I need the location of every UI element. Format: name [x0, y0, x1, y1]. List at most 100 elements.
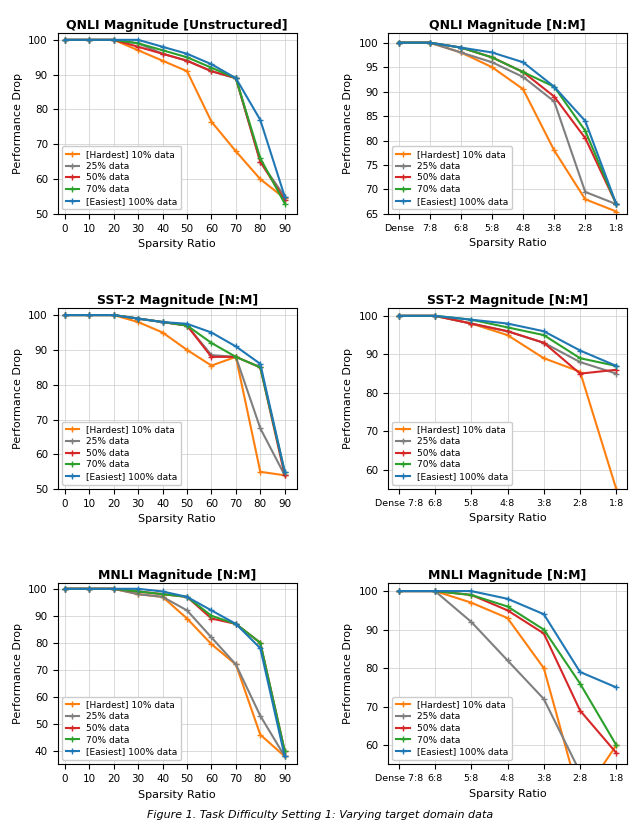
25% data [61, 35, 68, 44]
50% data [540, 629, 548, 639]
Line: 50% data: 50% data [61, 312, 288, 478]
[Easiest] 100% data [488, 48, 496, 58]
[Easiest] 100% data [281, 192, 289, 201]
70% data [159, 45, 166, 55]
70% data [612, 199, 620, 209]
[Hardest] 10% data [134, 317, 142, 327]
25% data [395, 311, 403, 321]
70% data [257, 638, 264, 648]
[Easiest] 100% data [110, 584, 118, 593]
70% data [61, 310, 68, 320]
25% data [612, 199, 620, 209]
50% data [207, 67, 215, 76]
70% data [504, 602, 511, 612]
50% data [540, 338, 548, 348]
Line: [Easiest] 100% data: [Easiest] 100% data [396, 588, 620, 690]
Line: 25% data: 25% data [396, 39, 620, 208]
Line: 25% data: 25% data [61, 585, 288, 760]
50% data [232, 352, 240, 362]
[Hardest] 10% data [134, 45, 142, 55]
Line: [Easiest] 100% data: [Easiest] 100% data [61, 585, 288, 760]
[Easiest] 100% data [207, 59, 215, 69]
50% data [183, 56, 191, 66]
25% data [488, 58, 496, 67]
25% data [395, 586, 403, 596]
Legend: [Hardest] 10% data, 25% data, 50% data, 70% data, [Easiest] 100% data: [Hardest] 10% data, 25% data, 50% data, … [62, 146, 181, 210]
50% data [612, 199, 620, 209]
25% data [257, 157, 264, 167]
50% data [207, 352, 215, 362]
[Easiest] 100% data [207, 328, 215, 338]
70% data [207, 62, 215, 72]
25% data [540, 694, 548, 704]
Line: 25% data: 25% data [61, 312, 288, 478]
[Hardest] 10% data [540, 663, 548, 673]
[Hardest] 10% data [281, 193, 289, 203]
Line: 70% data: 70% data [396, 588, 620, 749]
[Easiest] 100% data [110, 35, 118, 44]
Y-axis label: Performance Drop: Performance Drop [343, 623, 353, 724]
50% data [581, 133, 589, 143]
70% data [395, 311, 403, 321]
50% data [110, 35, 118, 44]
50% data [134, 314, 142, 324]
50% data [431, 311, 439, 321]
Title: QNLI Magnitude [Unstructured]: QNLI Magnitude [Unstructured] [67, 19, 288, 32]
[Hardest] 10% data [395, 586, 403, 596]
25% data [281, 470, 289, 480]
50% data [504, 326, 511, 336]
[Hardest] 10% data [86, 310, 93, 320]
70% data [457, 43, 465, 53]
Line: 25% data: 25% data [396, 312, 620, 377]
Line: 25% data: 25% data [61, 36, 288, 200]
50% data [134, 587, 142, 597]
50% data [86, 584, 93, 593]
[Hardest] 10% data [183, 67, 191, 76]
[Hardest] 10% data [426, 38, 434, 48]
25% data [232, 73, 240, 83]
50% data [612, 748, 620, 758]
70% data [207, 338, 215, 348]
[Easiest] 100% data [504, 593, 511, 603]
25% data [86, 310, 93, 320]
[Hardest] 10% data [183, 613, 191, 623]
25% data [61, 310, 68, 320]
Legend: [Hardest] 10% data, 25% data, 50% data, 70% data, [Easiest] 100% data: [Hardest] 10% data, 25% data, 50% data, … [62, 697, 181, 760]
50% data [232, 73, 240, 83]
50% data [86, 35, 93, 44]
25% data [110, 35, 118, 44]
[Hardest] 10% data [159, 592, 166, 602]
[Easiest] 100% data [61, 35, 68, 44]
[Hardest] 10% data [550, 145, 558, 155]
[Easiest] 100% data [457, 43, 465, 53]
Title: SST-2 Magnitude [N:M]: SST-2 Magnitude [N:M] [97, 294, 258, 307]
70% data [519, 67, 527, 77]
70% data [431, 586, 439, 596]
Line: 70% data: 70% data [61, 36, 288, 207]
25% data [134, 39, 142, 48]
[Hardest] 10% data [61, 584, 68, 593]
Legend: [Hardest] 10% data, 25% data, 50% data, 70% data, [Easiest] 100% data: [Hardest] 10% data, 25% data, 50% data, … [392, 697, 511, 760]
70% data [183, 592, 191, 602]
Legend: [Hardest] 10% data, 25% data, 50% data, 70% data, [Easiest] 100% data: [Hardest] 10% data, 25% data, 50% data, … [392, 422, 511, 485]
70% data [467, 315, 475, 325]
X-axis label: Sparsity Ratio: Sparsity Ratio [468, 514, 547, 524]
25% data [540, 338, 548, 348]
X-axis label: Sparsity Ratio: Sparsity Ratio [138, 239, 216, 249]
Title: MNLI Magnitude [N:M]: MNLI Magnitude [N:M] [428, 569, 587, 582]
[Easiest] 100% data [183, 48, 191, 58]
50% data [257, 638, 264, 648]
[Easiest] 100% data [395, 38, 403, 48]
50% data [467, 319, 475, 329]
70% data [281, 746, 289, 756]
25% data [61, 584, 68, 593]
50% data [395, 38, 403, 48]
70% data [232, 619, 240, 629]
25% data [183, 321, 191, 330]
[Hardest] 10% data [457, 48, 465, 58]
X-axis label: Sparsity Ratio: Sparsity Ratio [468, 238, 547, 248]
70% data [467, 590, 475, 600]
[Easiest] 100% data [257, 644, 264, 653]
70% data [257, 363, 264, 372]
Line: 25% data: 25% data [396, 588, 620, 822]
